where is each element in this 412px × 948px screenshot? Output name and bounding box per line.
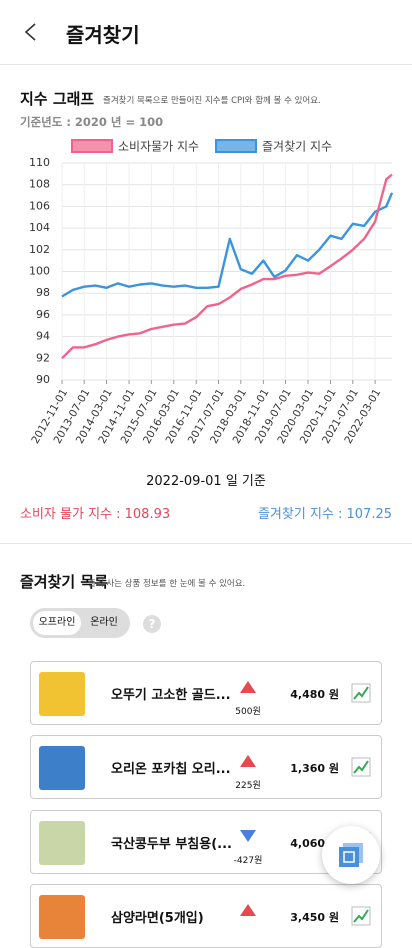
y-tick-label: 102: [29, 243, 50, 256]
favorites-summary: 즐겨찾기 지수 : 107.25: [257, 507, 392, 522]
item-name: 오뚜기 고소한 골드...: [111, 688, 231, 703]
legend-swatch: [71, 139, 113, 153]
y-tick-label: 94: [36, 330, 50, 343]
screen: {"header": {"title": "즐겨찾기"}, "chart_sec…: [0, 22, 412, 948]
floating-button[interactable]: [322, 826, 380, 884]
divider: [0, 543, 412, 544]
product-image: [39, 821, 85, 865]
change-arrow: [240, 830, 256, 842]
reference-date: 2022-09-01 일 기준: [146, 474, 266, 489]
divider: [0, 64, 412, 65]
item-name: 삼양라면(5개입): [111, 911, 204, 926]
arrow-shape: [240, 681, 256, 693]
chart: 소비자물가 지수 즐겨찾기 지수 90 92 94 96 98 100 102 104 106 108…: [29, 139, 394, 446]
y-tick-label: 90: [36, 373, 50, 386]
product-image: [39, 895, 85, 939]
product-image: [39, 746, 85, 790]
legend-swatch: [215, 139, 257, 153]
series-line: [61, 173, 393, 360]
item-price: 3,450 원: [290, 911, 339, 924]
legend-label: 즐겨찾기 지수: [262, 140, 332, 154]
y-tick-label: 96: [36, 308, 50, 321]
item-card[interactable]: 삼양라면(5개입) 3,450 원: [30, 884, 382, 948]
list-heading: 즐겨찾기 목록: [20, 573, 109, 591]
legend-label: 소비자물가 지수: [118, 140, 199, 154]
y-tick-label: 92: [36, 351, 50, 364]
product-image: [39, 672, 85, 716]
y-tick-label: 98: [36, 286, 50, 299]
arrow-shape: [240, 755, 256, 767]
item-price: 4,480 원: [290, 688, 339, 701]
tab-offline[interactable]: 오프라인: [33, 611, 81, 635]
back-arrow: [24, 23, 36, 41]
arrow-shape: [240, 904, 256, 916]
y-tick-label: 108: [29, 178, 50, 191]
icon-front: [339, 847, 359, 867]
help-button[interactable]: ?: [143, 615, 161, 633]
y-tick-label: 100: [29, 265, 50, 278]
series-line: [61, 192, 394, 298]
item-change: 500원: [235, 707, 261, 717]
base-year: 기준년도 : 2020 년 = 100: [20, 115, 164, 129]
trend-icon[interactable]: [351, 683, 371, 703]
trend-icon[interactable]: [351, 906, 371, 926]
change-arrow: [240, 755, 256, 767]
item-price: 1,360 원: [290, 762, 339, 775]
floating-icon: [339, 843, 363, 867]
icon-line: [353, 760, 369, 774]
change-arrow: [240, 904, 256, 916]
icon-frame: [351, 757, 371, 777]
icon-frame: [351, 683, 371, 703]
section-subheading: 즐겨찾기 목록으로 만들어진 지수를 CPI와 함께 볼 수 있어요.: [103, 96, 321, 106]
change-arrow: [240, 681, 256, 693]
icon-inner: [343, 851, 355, 863]
section-heading: 지수 그래프: [20, 90, 95, 108]
cpi-summary: 소비자 물가 지수 : 108.93: [20, 507, 171, 522]
list-subheading: 즐겨 사는 상품 정보를 한 눈에 볼 수 있어요.: [88, 579, 246, 589]
icon-line: [353, 909, 369, 923]
page-title: 즐겨찾기: [66, 23, 140, 47]
arrow-shape: [240, 830, 256, 842]
item-name: 오리온 포카칩 오리...: [111, 762, 231, 777]
item-name: 국산콩두부 부침용(...: [111, 837, 232, 852]
item-change: 225원: [235, 781, 261, 791]
item-card[interactable]: 오뚜기 고소한 골드... 500원 4,480 원: [30, 661, 382, 725]
back-button[interactable]: [22, 22, 38, 42]
y-tick-label: 104: [29, 221, 50, 234]
item-card[interactable]: 오리온 포카칩 오리... 225원 1,360 원: [30, 735, 382, 799]
trend-icon[interactable]: [351, 757, 371, 777]
icon-line: [353, 686, 369, 700]
tab-switch: 오프라인 온라인: [30, 608, 130, 638]
y-tick-label: 106: [29, 199, 50, 212]
item-change: -427원: [233, 856, 263, 866]
tab-online[interactable]: 온라인: [90, 617, 118, 628]
y-tick-label: 110: [29, 156, 50, 169]
